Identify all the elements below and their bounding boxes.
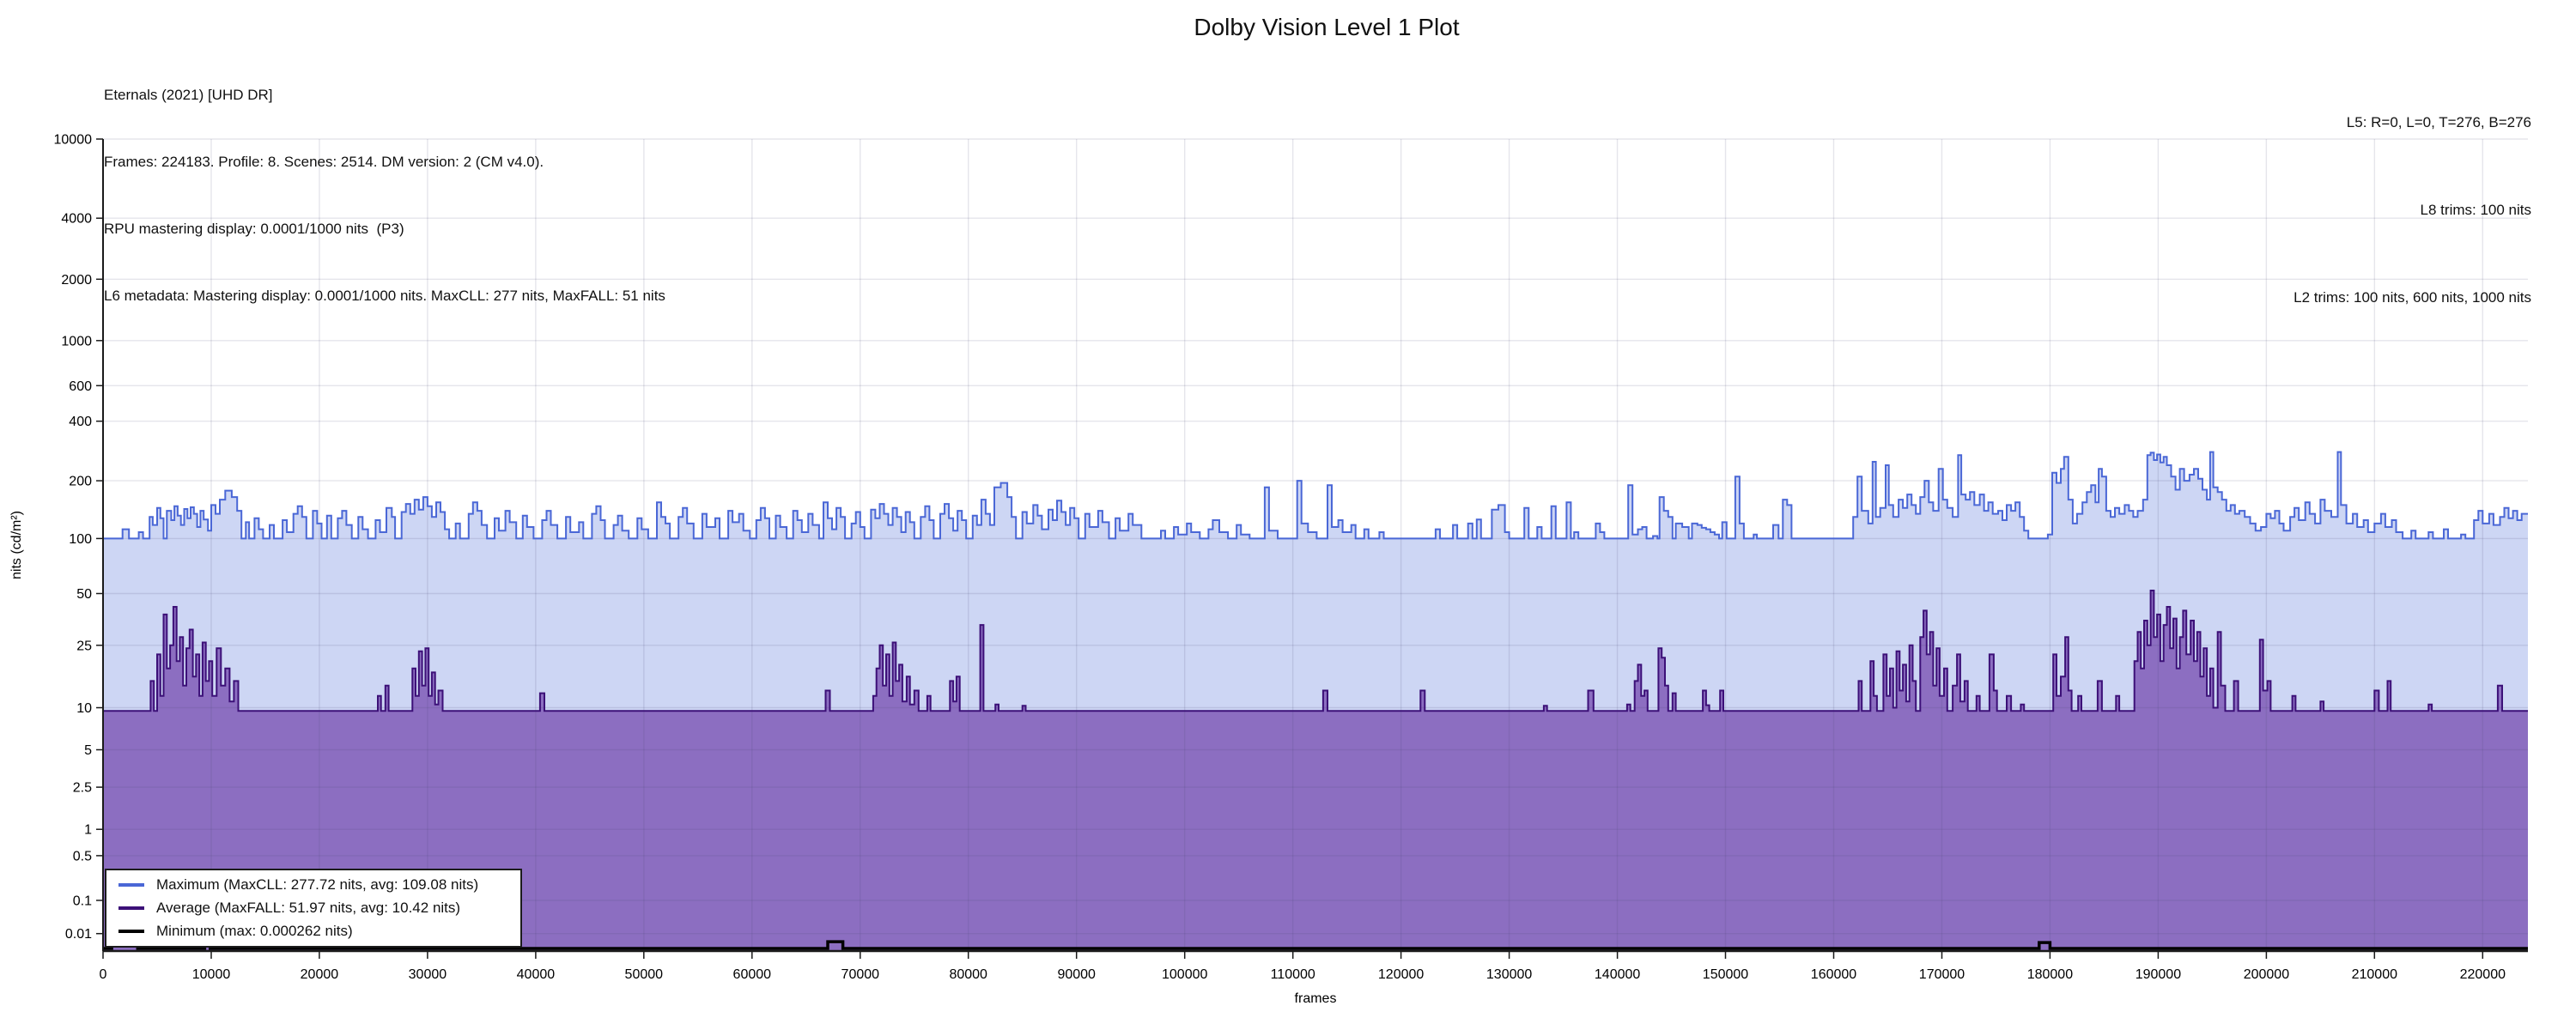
y-tick-label: 100 <box>69 532 92 547</box>
y-tick-label: 10 <box>76 701 92 716</box>
trim-line-l8: L8 trims: 100 nits <box>2420 202 2531 218</box>
x-tick-label: 170000 <box>1919 967 1965 982</box>
x-tick-label: 200000 <box>2244 967 2289 982</box>
trim-line-l5: L5: R=0, L=0, T=276, B=276 <box>2346 114 2531 130</box>
maximum-line <box>103 451 2528 540</box>
average-line <box>103 590 2528 712</box>
x-tick-label: 90000 <box>1057 967 1096 982</box>
y-tick-label: 600 <box>69 379 92 394</box>
x-tick-label: 40000 <box>517 967 556 982</box>
y-tick-label: 1 <box>84 823 92 838</box>
x-tick-label: 0 <box>100 967 107 982</box>
x-tick-label: 180000 <box>2027 967 2073 982</box>
y-axis-title: nits (cd/m²) <box>9 511 24 579</box>
x-tick-label: 70000 <box>841 967 880 982</box>
legend-box: Maximum (MaxCLL: 277.72 nits, avg: 109.0… <box>105 869 522 948</box>
y-tick-label: 5 <box>84 743 92 758</box>
y-tick-label: 0.1 <box>73 894 92 909</box>
y-tick-label: 25 <box>76 639 92 653</box>
x-tick-label: 120000 <box>1378 967 1424 982</box>
x-tick-label: 20000 <box>301 967 339 982</box>
x-tick-label: 190000 <box>2136 967 2181 982</box>
y-axis-ticks: 10000 4000 2000 1000 600 400 200 100 50 25 10 5 2.5 1… <box>54 133 103 942</box>
legend-item-average: Average (MaxFALL: 51.97 nits, avg: 10.42… <box>118 900 512 917</box>
y-tick-label: 50 <box>76 587 92 602</box>
metadata-info-block: Eternals (2021) [UHD DR] Frames: 224183.… <box>104 39 665 352</box>
x-tick-label: 30000 <box>409 967 447 982</box>
x-tick-label: 210000 <box>2352 967 2397 982</box>
legend-item-minimum: Minimum (max: 0.000262 nits) <box>118 923 512 940</box>
y-tick-label: 2000 <box>61 273 92 288</box>
x-tick-label: 60000 <box>733 967 772 982</box>
maximum-line-swatch-icon <box>118 883 144 888</box>
x-tick-label: 130000 <box>1486 967 1532 982</box>
y-tick-label: 10000 <box>54 133 93 148</box>
average-line-swatch-icon <box>118 906 144 910</box>
legend-item-maximum: Maximum (MaxCLL: 277.72 nits, avg: 109.0… <box>118 876 512 894</box>
x-tick-label: 220000 <box>2460 967 2506 982</box>
gridlines <box>102 138 2528 951</box>
x-axis-title: frames <box>1295 991 1337 1006</box>
axes <box>102 139 2528 953</box>
x-tick-label: 110000 <box>1271 967 1315 982</box>
legend-label-maximum: Maximum (MaxCLL: 277.72 nits, avg: 109.0… <box>156 876 479 894</box>
average-area-fill <box>103 591 2528 951</box>
page-title: Dolby Vision Level 1 Plot <box>1194 14 1460 40</box>
minimum-line-swatch-icon <box>118 929 144 933</box>
x-axis-ticks: 0 10000 20000 30000 40000 50000 60000 70000 8000… <box>100 951 2506 982</box>
info-line-rpu-mastering: RPU mastering display: 0.0001/1000 nits … <box>104 221 404 237</box>
info-line-l6-metadata: L6 metadata: Mastering display: 0.0001/1… <box>104 288 665 304</box>
x-tick-label: 140000 <box>1595 967 1640 982</box>
y-tick-label: 400 <box>69 415 92 429</box>
y-tick-label: 1000 <box>61 334 92 348</box>
info-line-title: Eternals (2021) [UHD DR] <box>104 87 273 103</box>
legend-label-average: Average (MaxFALL: 51.97 nits, avg: 10.42… <box>156 899 461 916</box>
x-tick-label: 50000 <box>625 967 664 982</box>
x-tick-label: 150000 <box>1703 967 1748 982</box>
info-line-frames-profile: Frames: 224183. Profile: 8. Scenes: 2514… <box>104 154 544 170</box>
y-tick-label: 200 <box>69 475 92 489</box>
trim-line-l2: L2 trims: 100 nits, 600 nits, 1000 nits <box>2293 289 2531 306</box>
trims-info-block: L5: R=0, L=0, T=276, B=276 L8 trims: 100… <box>2293 50 2531 371</box>
y-tick-label: 0.5 <box>73 849 92 863</box>
x-tick-label: 80000 <box>949 967 987 982</box>
y-tick-label: 0.01 <box>65 927 92 942</box>
series-fills <box>103 451 2528 951</box>
y-tick-label: 2.5 <box>73 781 92 796</box>
y-tick-label: 4000 <box>61 212 92 227</box>
x-tick-label: 10000 <box>192 967 231 982</box>
legend-label-minimum: Minimum (max: 0.000262 nits) <box>156 922 353 939</box>
x-tick-label: 160000 <box>1811 967 1856 982</box>
x-tick-label: 100000 <box>1162 967 1207 982</box>
